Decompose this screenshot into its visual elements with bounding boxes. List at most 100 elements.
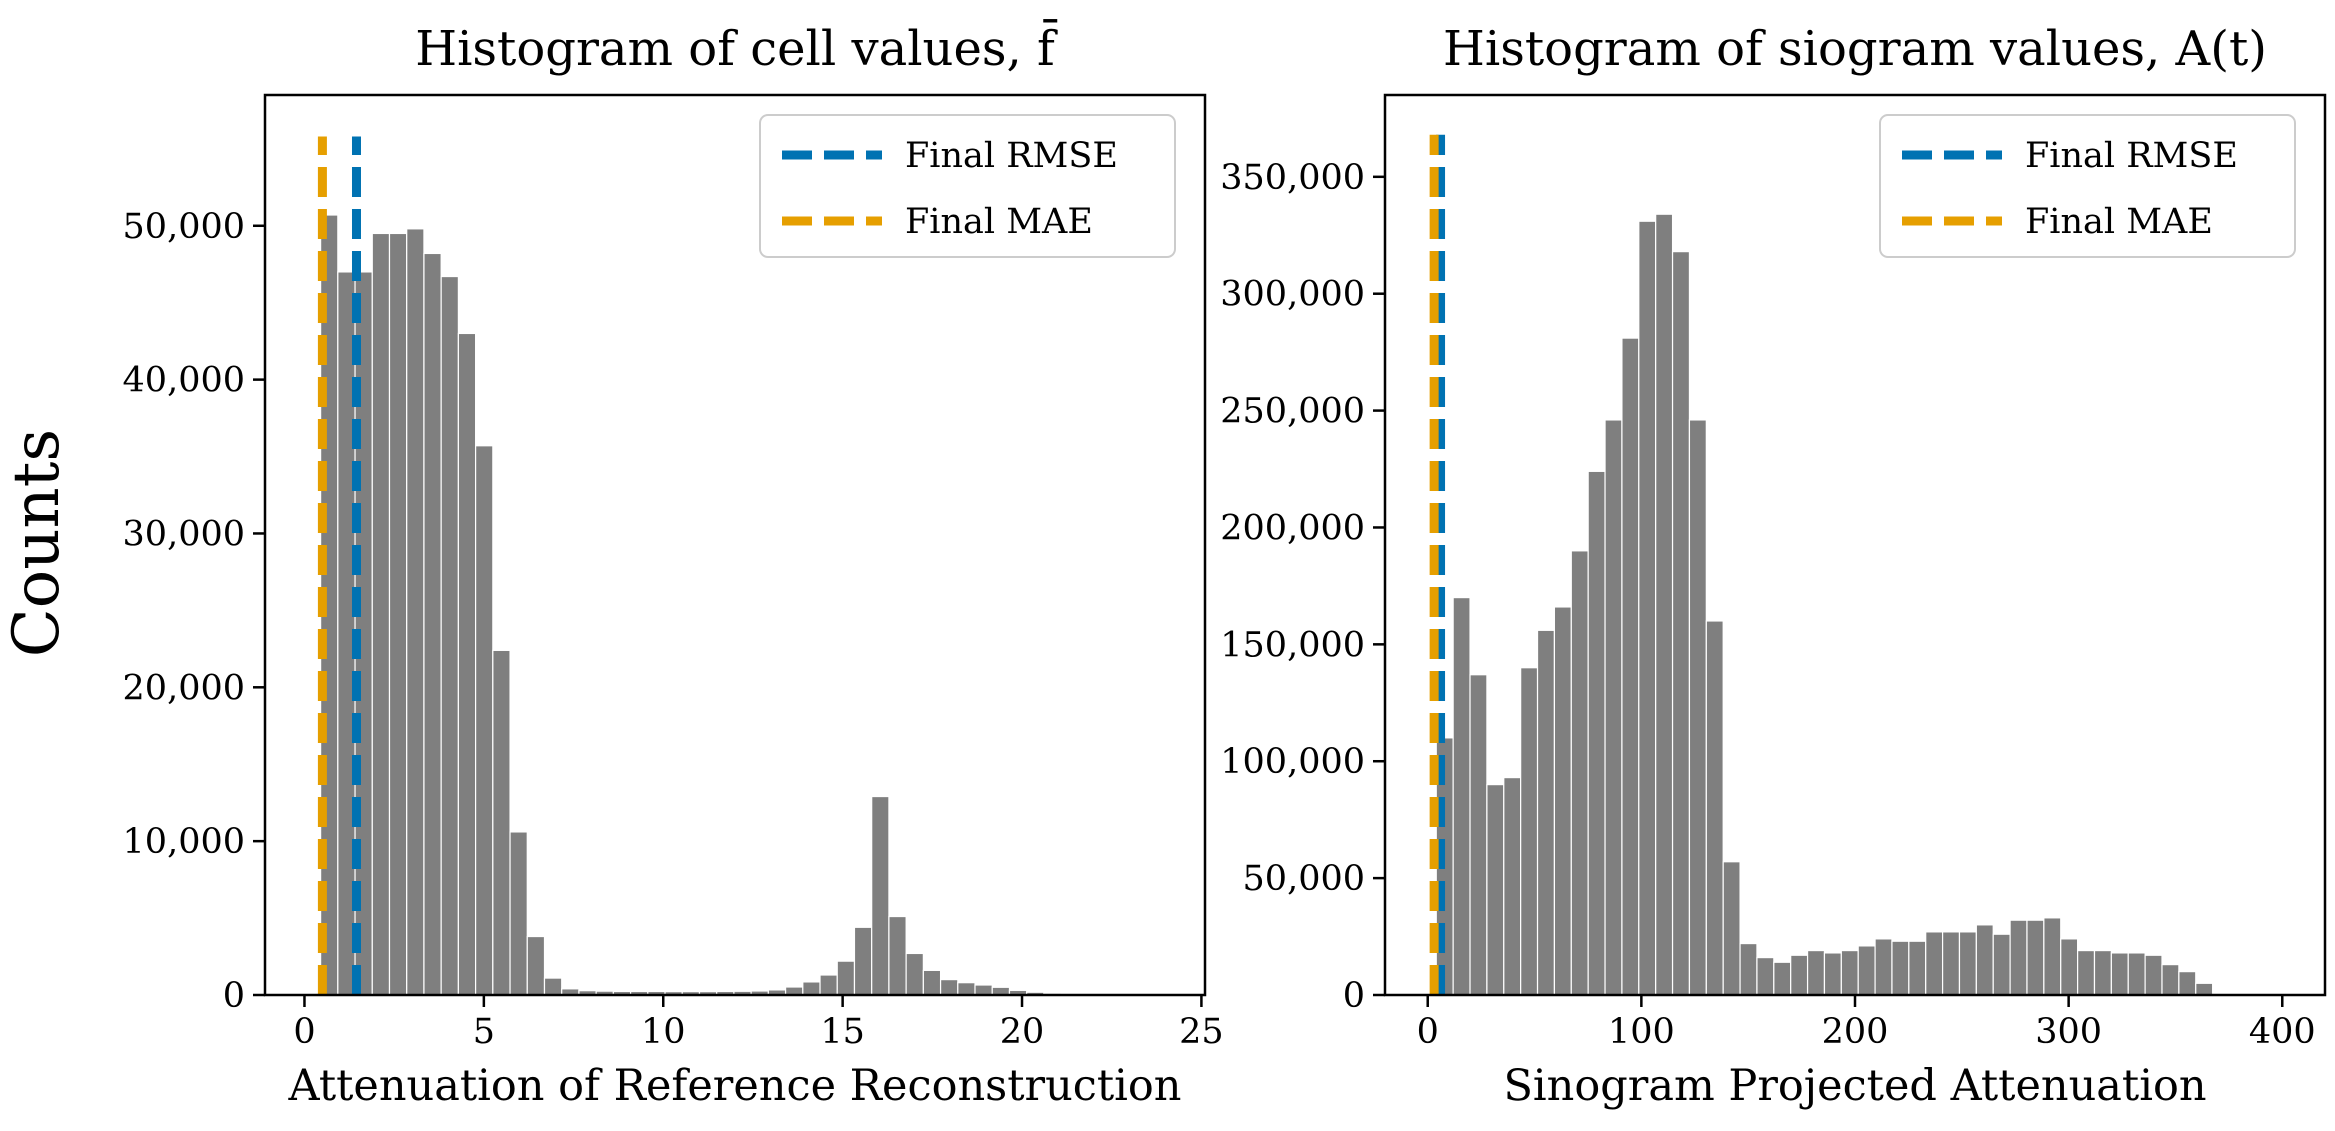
histogram-bar: [371, 232, 391, 996]
histogram-bar: [1570, 550, 1589, 996]
histogram-bar: [922, 969, 942, 996]
histogram-bar: [1773, 961, 1792, 996]
y-tick-label: 0: [1343, 976, 1365, 1016]
histogram-bar: [974, 984, 993, 996]
histogram-bar: [1941, 931, 1961, 996]
x-tick-label: 10: [641, 1012, 686, 1052]
histogram-bar: [1891, 940, 1910, 996]
legend-box: [1879, 114, 2296, 258]
histogram-bar: [1486, 784, 1505, 996]
y-tick-label: 40,000: [123, 361, 245, 401]
chart-panel-2: 0 100 200 300 400 0 50,000 100,000 150,000 200,00…: [1220, 21, 2327, 1111]
histogram-bar: [1503, 776, 1522, 996]
histogram-bar: [1469, 674, 1488, 996]
chart-title: Histogram of siogram values, A(t): [1443, 21, 2267, 77]
histogram-bar: [543, 977, 563, 996]
histogram-bar: [888, 915, 907, 996]
histogram-bar: [457, 332, 477, 996]
histogram-bar: [475, 445, 494, 996]
y-tick-label: 30,000: [123, 514, 245, 554]
axes-frame: [263, 93, 1207, 997]
x-tick-label: 25: [1179, 1012, 1224, 1052]
histogram-bar: [1722, 861, 1741, 996]
histogram-bar: [1925, 931, 1944, 996]
x-tick-label: 400: [2249, 1012, 2316, 1052]
y-tick-label: 20,000: [123, 668, 245, 708]
histogram-bar: [1739, 942, 1758, 996]
x-tick-label: 20: [1000, 1012, 1045, 1052]
histogram-bar: [2043, 917, 2062, 996]
bar-series: [320, 214, 1114, 996]
histogram-bar: [1553, 606, 1572, 996]
x-tick-label: 0: [293, 1012, 315, 1052]
histogram-bar: [957, 982, 976, 996]
histogram-bar: [388, 232, 408, 996]
histogram-bar: [836, 960, 856, 996]
histogram-bar: [2195, 982, 2214, 996]
histogram-bar: [2144, 954, 2163, 996]
histogram-bar: [1621, 337, 1640, 996]
x-axis-label: Sinogram Projected Attenuation: [1503, 1061, 2206, 1111]
histogram-bar: [2178, 971, 2197, 996]
histogram-bar: [939, 979, 959, 996]
y-tick-label: 300,000: [1220, 275, 1365, 315]
x-tick-label: 0: [1417, 1012, 1439, 1052]
y-tick-label: 350,000: [1220, 158, 1365, 198]
x-tick-label: 15: [820, 1012, 865, 1052]
x-tick-label: 5: [473, 1012, 495, 1052]
x-axis-label: Attenuation of Reference Reconstruction: [288, 1061, 1182, 1111]
y-tick-label: 10,000: [123, 822, 245, 862]
histogram-bar: [2026, 919, 2045, 996]
histogram-bar: [1452, 596, 1471, 996]
histogram-bar: [2110, 952, 2129, 996]
y-tick-label: 200,000: [1220, 508, 1365, 548]
histogram-bar: [2060, 938, 2079, 996]
y-tick-label: 0: [223, 976, 245, 1016]
histogram-bar: [2077, 949, 2096, 996]
x-tick-label: 200: [1822, 1012, 1889, 1052]
histogram-bar: [2127, 952, 2146, 996]
legend-label: Final MAE: [905, 202, 1093, 242]
histogram-bar: [871, 795, 890, 996]
histogram-bar: [423, 252, 442, 996]
y-tick-label: 100,000: [1220, 742, 1365, 782]
legend: Final RMSE Final MAE: [759, 114, 1176, 258]
histogram-bar: [1823, 952, 1842, 996]
histogram-bar: [802, 981, 821, 996]
y-tick-label: 250,000: [1220, 392, 1365, 432]
histogram-bar: [1806, 949, 1826, 996]
y-tick-label: 50,000: [1243, 859, 1365, 899]
histogram-bar: [406, 228, 425, 996]
legend-box: [759, 114, 1176, 258]
histogram-bar: [2009, 919, 2028, 996]
shared-y-axis-label: Counts: [0, 429, 74, 658]
histogram-bar: [1874, 938, 1893, 996]
histogram-bar: [440, 275, 459, 996]
histogram-bar: [1908, 940, 1927, 996]
histogram-bar: [1520, 667, 1539, 996]
histogram-bar: [2161, 964, 2180, 996]
histogram-bar: [509, 831, 528, 996]
histogram-bar: [1587, 470, 1606, 996]
histogram-bar: [1536, 629, 1556, 996]
histogram-bar: [853, 926, 873, 996]
legend-label: Final RMSE: [2025, 136, 2238, 176]
histogram-bar: [1705, 620, 1724, 996]
histogram-bar: [1958, 931, 1977, 996]
legend-label: Final RMSE: [905, 136, 1118, 176]
histogram-bar: [1790, 954, 1809, 996]
histogram-bar: [1604, 419, 1623, 996]
y-tick-label: 150,000: [1220, 625, 1365, 665]
histogram-bar: [1638, 220, 1657, 996]
bar-series: [1435, 213, 2214, 996]
chart-panel-1: 0 5 10 15 20 25 0 10,000 20,000 30,000 40,000 50,00…: [123, 18, 1224, 1111]
legend-label: Final MAE: [2025, 202, 2213, 242]
legend: Final RMSE Final MAE: [1879, 114, 2296, 258]
histogram-bar: [492, 649, 511, 996]
histogram-bar: [2093, 949, 2112, 996]
y-tick-label: 50,000: [123, 207, 245, 247]
histogram-bar: [1857, 945, 1876, 996]
x-tick-label: 100: [1608, 1012, 1675, 1052]
histogram-bar: [1655, 213, 1674, 996]
